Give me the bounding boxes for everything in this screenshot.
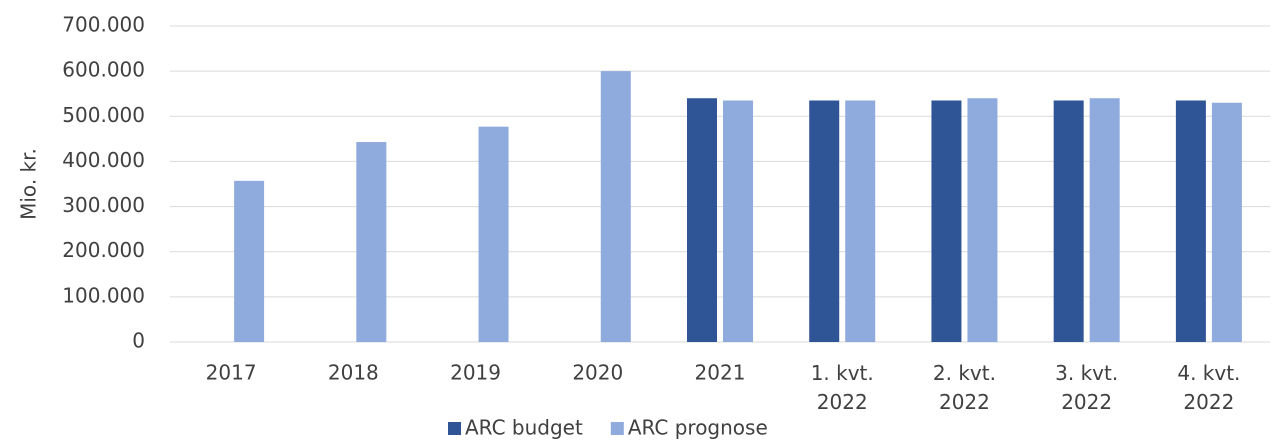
x-tick-label: 2. kvt. 2022 xyxy=(933,361,996,414)
legend-label: ARC prognose xyxy=(628,416,768,440)
bar xyxy=(845,100,876,342)
bar xyxy=(600,71,631,343)
bar xyxy=(234,180,265,342)
y-tick-label: 300.000 xyxy=(62,193,145,217)
x-tick-label: 4. kvt. 2022 xyxy=(1177,361,1240,414)
x-tick-label: 2019 xyxy=(450,361,501,385)
bar xyxy=(687,98,717,342)
bar xyxy=(356,142,387,342)
legend-label: ARC budget xyxy=(465,416,583,440)
y-tick-label: 400.000 xyxy=(62,148,145,172)
bar xyxy=(1089,98,1120,342)
y-tick-label: 200.000 xyxy=(62,238,145,262)
y-axis-label: Mio. kr. xyxy=(17,148,41,220)
y-tick-label: 100.000 xyxy=(62,283,145,307)
bar xyxy=(478,126,509,342)
x-tick-label: 2018 xyxy=(328,361,379,385)
x-tick-label: 1. kvt. 2022 xyxy=(811,361,874,414)
x-tick-label: 3. kvt. 2022 xyxy=(1055,361,1118,414)
bar xyxy=(723,100,753,342)
bar xyxy=(967,98,998,342)
x-tick-label: 2020 xyxy=(572,361,623,385)
legend-swatch xyxy=(448,422,461,435)
y-tick-label: 700.000 xyxy=(62,13,145,37)
bar xyxy=(1053,100,1084,342)
legend-swatch xyxy=(610,422,624,435)
bar xyxy=(1211,102,1242,342)
x-tick-label: 2017 xyxy=(206,361,257,385)
bar xyxy=(931,100,962,342)
bar xyxy=(1175,100,1206,342)
x-tick-label: 2021 xyxy=(695,361,746,385)
bar xyxy=(809,100,840,342)
y-tick-label: 600.000 xyxy=(62,58,145,82)
y-tick-label: 0 xyxy=(132,329,145,353)
y-tick-label: 500.000 xyxy=(62,103,145,127)
